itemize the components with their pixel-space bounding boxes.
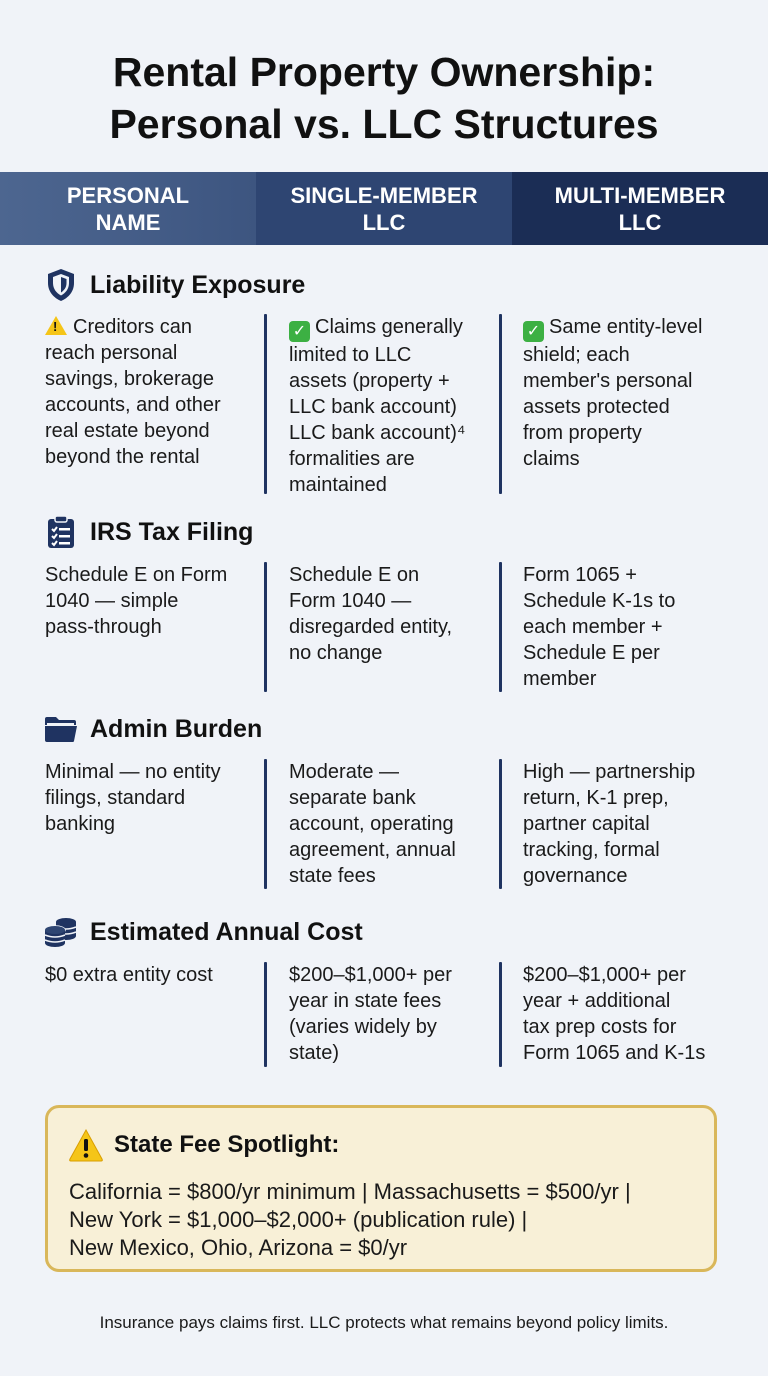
column-divider	[264, 314, 267, 494]
cell-tax-personal: Schedule E on Form 1040 — simple pass-th…	[45, 564, 228, 638]
section-title-tax-label: IRS Tax Filing	[90, 517, 254, 546]
cell-admin-personal: Minimal — no entity filings, standard ba…	[45, 761, 221, 835]
title-line-2: Personal vs. LLC Structures	[109, 101, 659, 147]
column-divider	[499, 759, 502, 889]
section-title-cost: Estimated Annual Cost	[44, 914, 363, 950]
cell-admin-single: Moderate — separate bank account, operat…	[289, 761, 456, 887]
state-fee-spotlight: State Fee Spotlight: California = $800/y…	[45, 1105, 717, 1272]
cell-liability-single-text: Claims generally limited to LLC assets (…	[289, 316, 466, 496]
column-header-multi-member-llc: MULTI-MEMBER LLC	[512, 172, 768, 245]
section-title-cost-label: Estimated Annual Cost	[90, 917, 363, 946]
column-divider	[499, 314, 502, 494]
spotlight-title-label: State Fee Spotlight:	[114, 1131, 340, 1158]
column-divider	[499, 562, 502, 692]
section-title-tax: IRS Tax Filing	[44, 514, 253, 550]
column-divider	[264, 562, 267, 692]
check-icon: ✓	[523, 321, 544, 342]
cell-liability-personal-text: Creditors can reach personal savings, br…	[45, 316, 221, 468]
section-title-admin-label: Admin Burden	[90, 714, 263, 743]
cell-liability-multi-text: Same entity-level shield; each member's …	[523, 316, 703, 470]
column-header-row: PERSONAL NAME SINGLE-MEMBER LLC MULTI-ME…	[0, 172, 768, 245]
column-divider	[264, 759, 267, 889]
page-title: Rental Property Ownership: Personal vs. …	[0, 46, 768, 150]
title-line-1: Rental Property Ownership:	[112, 49, 656, 95]
cell-cost-single: $200–$1,000+ per year in state fees (var…	[289, 964, 452, 1064]
cell-tax-multi: Form 1065 + Schedule K-1s to each member…	[523, 564, 676, 690]
column-header-personal: PERSONAL NAME	[0, 172, 256, 245]
column-header-single-member-llc: SINGLE-MEMBER LLC	[256, 172, 512, 245]
column-divider	[264, 962, 267, 1067]
cell-liability-personal: Creditors can reach personal savings, br…	[45, 314, 255, 470]
footer-note: Insurance pays claims first. LLC protect…	[99, 1313, 669, 1332]
section-title-admin: Admin Burden	[44, 711, 262, 747]
cell-cost-multi: $200–$1,000+ per year + additional tax p…	[523, 964, 706, 1064]
cell-tax-single: Schedule E on Form 1040 — disregarded en…	[289, 564, 453, 664]
spotlight-line: New York = $1,000–$2,000+ (publication r…	[69, 1207, 528, 1232]
clipboard-icon	[44, 515, 78, 549]
folder-icon	[44, 712, 78, 746]
cell-admin-multi: High — partnership return, K-1 prep, par…	[523, 761, 696, 887]
cell-cost-personal: $0 extra entity cost	[45, 964, 213, 986]
warning-icon	[69, 1128, 103, 1162]
warning-icon	[45, 316, 67, 335]
column-divider	[499, 962, 502, 1067]
coins-icon	[44, 915, 78, 949]
section-title-liability-label: Liability Exposure	[90, 270, 306, 299]
spotlight-body: California = $800/yr minimum | Massachus…	[69, 1178, 709, 1262]
cell-liability-single: ✓ Claims generally limited to LLC assets …	[289, 314, 489, 498]
spotlight-line: California = $800/yr minimum | Massachus…	[69, 1179, 631, 1204]
section-title-liability: Liability Exposure	[44, 267, 305, 303]
spotlight-title: State Fee Spotlight:	[68, 1128, 339, 1162]
cell-liability-multi: ✓ Same entity-level shield; each member's…	[523, 314, 733, 472]
shield-icon	[44, 268, 78, 302]
check-icon: ✓	[289, 321, 310, 342]
spotlight-line: New Mexico, Ohio, Arizona = $0/yr	[69, 1235, 408, 1260]
